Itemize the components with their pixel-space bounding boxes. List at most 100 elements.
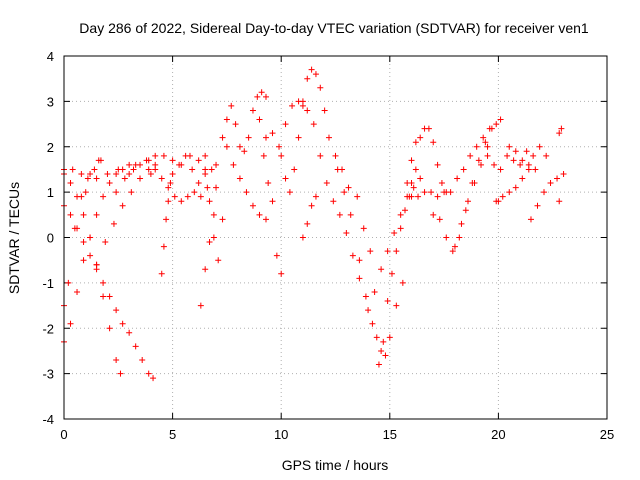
data-point <box>145 166 152 173</box>
data-point <box>243 189 250 196</box>
data-point <box>256 116 263 123</box>
data-point <box>93 211 100 218</box>
data-point <box>147 170 154 177</box>
y-axis-label: SDTVAR / TECUs <box>6 182 22 294</box>
series-track-z <box>404 125 450 196</box>
data-point <box>308 202 315 209</box>
data-point <box>206 198 213 205</box>
y-tick-label: 4 <box>47 49 54 64</box>
data-point <box>113 307 120 314</box>
data-point <box>412 139 419 146</box>
data-point <box>382 352 389 359</box>
data-point <box>93 261 100 268</box>
data-point <box>323 180 330 187</box>
series-track-ad <box>451 143 491 250</box>
data-point <box>121 175 128 182</box>
series-track-f <box>61 157 102 177</box>
data-point <box>541 189 548 196</box>
data-point <box>282 121 289 128</box>
data-point <box>80 211 87 218</box>
data-point <box>176 161 183 168</box>
series-track-ag <box>527 170 567 223</box>
data-point <box>510 157 517 164</box>
data-point <box>456 234 463 241</box>
data-point <box>506 189 513 196</box>
data-point <box>428 189 435 196</box>
data-point <box>519 157 526 164</box>
data-point <box>360 225 367 232</box>
data-point <box>191 189 198 196</box>
data-point <box>491 161 498 168</box>
data-point <box>206 239 213 246</box>
data-point <box>354 193 361 200</box>
data-point <box>378 347 385 354</box>
data-point <box>556 130 563 137</box>
data-point <box>547 180 554 187</box>
data-point <box>160 152 167 159</box>
data-point <box>447 189 454 196</box>
series-track-aa <box>408 189 448 200</box>
data-point <box>554 175 561 182</box>
data-point <box>265 180 272 187</box>
data-point <box>449 248 456 255</box>
data-point <box>404 180 411 187</box>
data-point <box>210 211 217 218</box>
data-point <box>365 307 372 314</box>
data-point <box>269 198 276 205</box>
data-point <box>349 252 356 259</box>
series-track-u <box>334 166 374 255</box>
data-point <box>330 198 337 205</box>
x-tick-label: 25 <box>600 427 614 442</box>
data-point <box>91 166 98 173</box>
series-track-j <box>169 152 220 187</box>
x-axis-label: GPS time / hours <box>282 457 389 473</box>
data-point <box>249 107 256 114</box>
data-point <box>278 270 285 277</box>
data-point <box>93 175 100 182</box>
y-tick-label: -4 <box>42 412 54 427</box>
data-point <box>308 66 315 73</box>
series-track-t <box>304 107 363 282</box>
data-point <box>117 370 124 377</box>
data-point <box>475 157 482 164</box>
x-tick-label: 15 <box>383 427 397 442</box>
series-track-i <box>145 157 211 205</box>
data-point <box>87 234 94 241</box>
data-point <box>527 216 534 223</box>
data-point <box>430 139 437 146</box>
data-point <box>332 152 339 159</box>
data-point <box>393 248 400 255</box>
data-point <box>126 329 133 336</box>
series-track-h <box>113 152 209 196</box>
data-point <box>80 257 87 264</box>
series-track-g <box>93 161 159 268</box>
series-track-x <box>375 175 424 368</box>
data-point <box>512 148 519 155</box>
data-point <box>145 157 152 164</box>
data-point <box>150 375 157 382</box>
data-point <box>397 211 404 218</box>
data-point <box>462 207 469 214</box>
data-point <box>317 84 324 91</box>
data-point <box>178 198 185 205</box>
data-point <box>417 175 424 182</box>
data-point <box>512 184 519 191</box>
data-point <box>556 198 563 205</box>
data-point <box>493 121 500 128</box>
x-tick-label: 0 <box>60 427 67 442</box>
data-point <box>430 211 437 218</box>
data-point <box>137 161 144 168</box>
plot-frame <box>63 55 608 420</box>
data-point <box>228 102 235 109</box>
data-point <box>152 152 159 159</box>
data-point <box>215 257 222 264</box>
data-point <box>262 134 269 141</box>
data-point <box>254 93 261 100</box>
data-point <box>486 125 493 132</box>
data-point <box>451 243 458 250</box>
data-point <box>256 211 263 218</box>
data-point <box>258 89 265 96</box>
series-track-ae <box>484 143 550 173</box>
data-point <box>373 334 380 341</box>
